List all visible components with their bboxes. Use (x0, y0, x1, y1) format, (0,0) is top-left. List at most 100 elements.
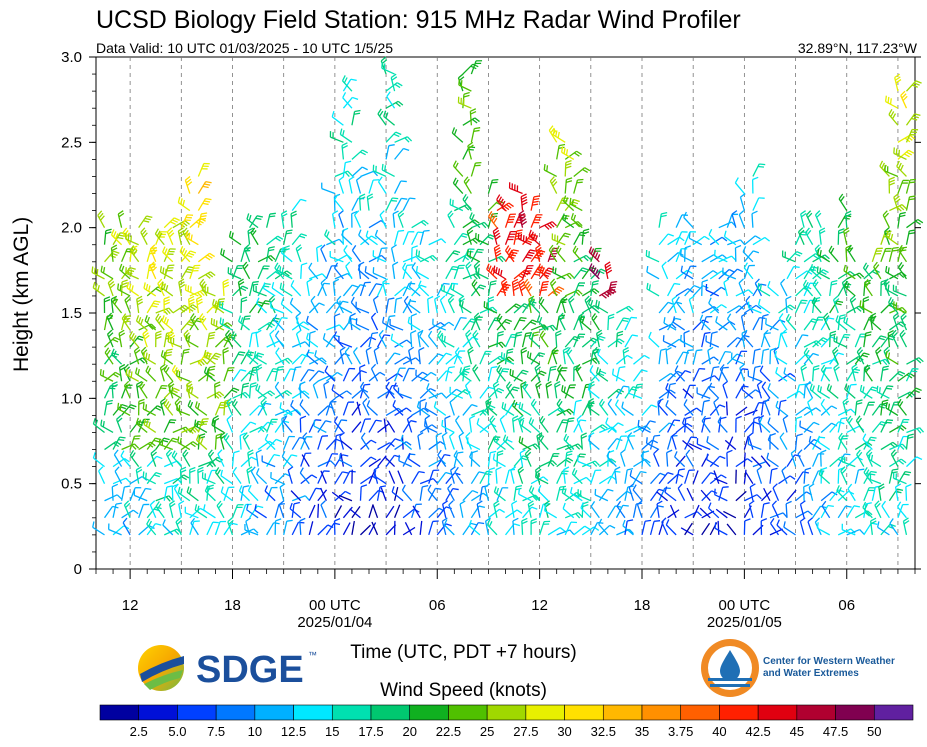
wind-barb-feather (124, 458, 130, 463)
wind-barb-feather (469, 451, 473, 458)
wind-barb-staff (454, 420, 464, 433)
wind-barb (189, 264, 201, 280)
wind-barb-feather (242, 261, 248, 267)
wind-barb-feather (169, 500, 175, 505)
wind-barb-staff (340, 452, 345, 467)
wind-barb-feather (517, 466, 524, 471)
wind-barb-feather (95, 419, 99, 426)
wind-barb (500, 278, 510, 297)
wind-barb (658, 348, 667, 365)
wind-barb-staff (299, 404, 310, 416)
wind-barb-staff (674, 456, 686, 468)
wind-barb (104, 371, 121, 382)
wind-barb-feather (614, 399, 619, 406)
wind-barb-feather (400, 434, 404, 441)
wind-barb (342, 506, 353, 519)
wind-barb (178, 500, 185, 518)
wind-barb-staff (615, 385, 624, 399)
wind-barb-feather (187, 335, 191, 342)
wind-barb-feather (178, 281, 185, 286)
wind-barb-feather (279, 483, 286, 488)
wind-barb-staff (476, 423, 489, 433)
wind-barb (522, 249, 537, 263)
wind-barb-feather (598, 368, 602, 375)
wind-barb (466, 249, 481, 263)
wind-barb-staff (675, 269, 688, 280)
wind-barb-staff (556, 419, 564, 433)
wind-barb-feather (277, 235, 284, 240)
wind-barb-feather (124, 315, 132, 318)
wind-barb-staff (324, 370, 336, 382)
wind-barb-feather (576, 414, 583, 420)
wind-barb (366, 193, 374, 211)
wind-barb-feather (707, 346, 714, 351)
wind-barb (529, 297, 541, 314)
wind-barb-staff (469, 456, 481, 468)
wind-barb-feather (155, 313, 160, 320)
wind-barb (372, 504, 379, 519)
wind-barb-staff (264, 490, 276, 502)
wind-barb-feather (379, 110, 384, 117)
wind-barb (121, 509, 139, 519)
wind-barb-staff (403, 300, 413, 314)
x-tick-label: 18 (224, 597, 241, 614)
wind-barb-staff (547, 367, 552, 382)
wind-barb-feather (396, 82, 403, 87)
wind-barb-feather (190, 442, 196, 448)
wind-barb-feather (245, 517, 252, 522)
wind-barb (646, 265, 660, 280)
wind-barb-feather (207, 449, 213, 455)
wind-barb-feather (617, 422, 624, 427)
wind-barb-staff (428, 507, 440, 519)
wind-barb-feather (470, 108, 477, 112)
wind-barb (364, 266, 378, 280)
wind-barb-feather (183, 351, 190, 354)
wind-barb-feather (165, 354, 172, 357)
wind-barb-staff (646, 442, 660, 451)
wind-barb (564, 521, 578, 536)
wind-barb-feather (183, 474, 190, 479)
wind-barb-feather (640, 470, 647, 474)
wind-barb-feather (492, 453, 496, 460)
wind-barb (255, 468, 268, 485)
wind-barb (246, 349, 259, 365)
wind-barb (709, 331, 718, 348)
wind-barb-feather (403, 147, 410, 152)
wind-barb (616, 305, 634, 314)
wind-barb (317, 405, 334, 416)
wind-barb (317, 503, 320, 518)
wind-barb-feather (218, 391, 225, 397)
wind-barb-feather (291, 454, 298, 457)
wind-barb (103, 385, 117, 399)
wind-barb-feather (166, 227, 173, 233)
wind-barb-feather (563, 433, 568, 440)
wind-barb-feather (202, 185, 209, 189)
wind-barb-staff (287, 470, 293, 484)
wind-barb (519, 449, 526, 467)
wind-barb-feather (623, 385, 630, 388)
wind-barb (615, 317, 630, 331)
wind-barb (403, 295, 413, 314)
wind-barb (357, 263, 370, 280)
wind-barb-feather (469, 250, 472, 257)
wind-barb (341, 229, 353, 246)
wind-barb-feather (592, 280, 599, 283)
wind-barb (320, 487, 327, 501)
wind-barb-feather (500, 255, 506, 262)
wind-barb (334, 419, 348, 433)
wind-barb-feather (199, 290, 205, 297)
wind-barb (372, 164, 387, 178)
wind-barb (573, 231, 587, 246)
wind-barb-feather (493, 380, 499, 386)
wind-barb-feather (505, 204, 512, 209)
wind-barb-feather (118, 234, 125, 237)
wind-barb-staff (402, 526, 416, 536)
wind-barb (683, 211, 694, 229)
wind-barb-feather (497, 450, 504, 454)
wind-barb (385, 131, 402, 143)
wind-barb-feather (321, 357, 327, 363)
wind-barb-staff (274, 386, 285, 399)
wind-barb-feather (511, 399, 516, 406)
wind-barb-staff (250, 232, 259, 246)
wind-barb-staff (701, 333, 706, 348)
